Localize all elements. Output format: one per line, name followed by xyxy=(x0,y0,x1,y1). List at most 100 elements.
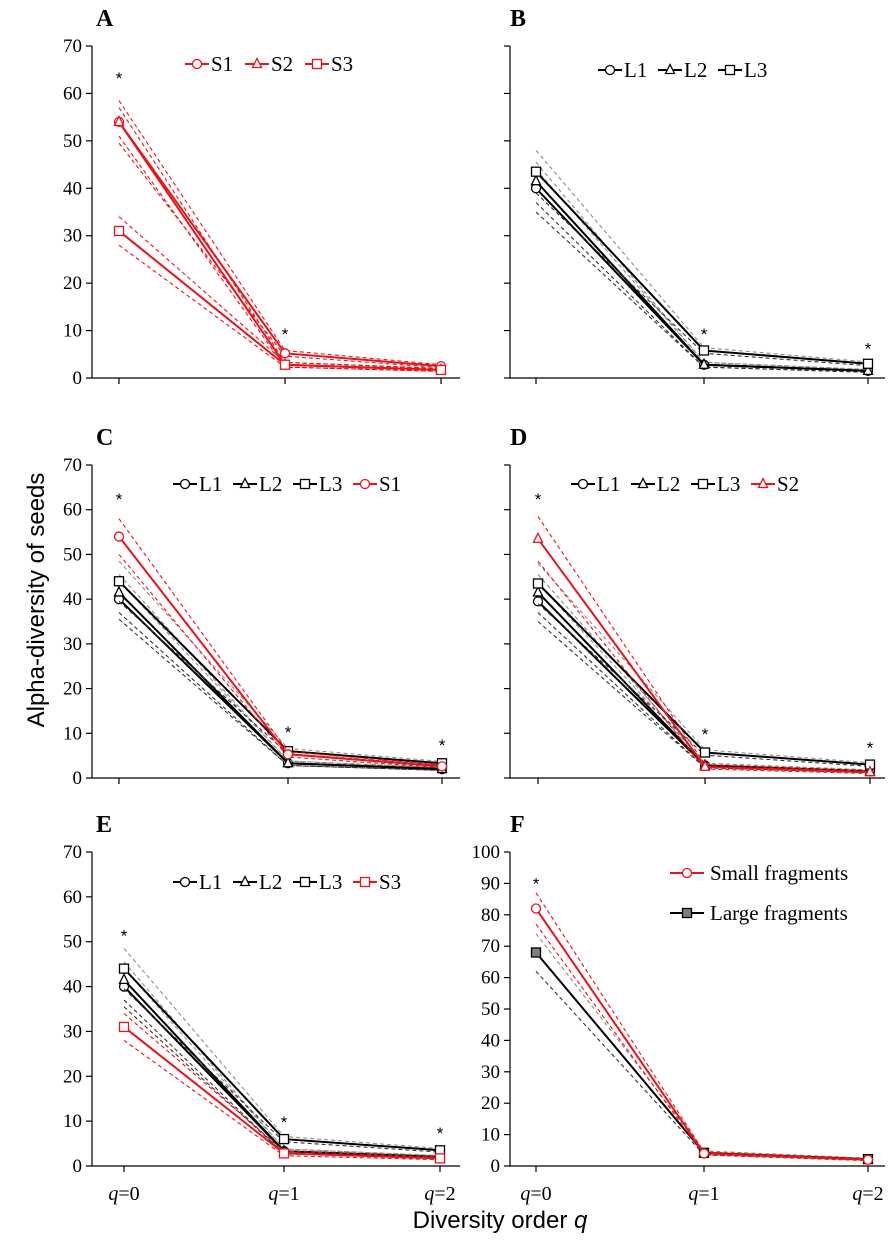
legend-label: L3 xyxy=(744,58,767,82)
series-c-l2-point xyxy=(282,756,294,768)
significance-star-c: * xyxy=(116,490,123,509)
legend-marker xyxy=(359,478,371,490)
series-d-s2-point xyxy=(532,531,544,543)
series-e-l3-point xyxy=(118,963,130,974)
panel-letter-b: B xyxy=(510,6,526,32)
y-tick-label-f: 50 xyxy=(481,999,500,1020)
series-f-small-fragments-point xyxy=(862,1154,874,1165)
significance-star-a: * xyxy=(116,69,123,88)
series-a-s2-point xyxy=(113,114,125,127)
series-c-l2-ci-upper xyxy=(118,574,443,769)
y-tick-label-c: 50 xyxy=(63,544,82,565)
x-tick-value: =1 xyxy=(278,1183,299,1205)
legend-item-f-1: Large fragments xyxy=(670,901,848,925)
significance-star-b: * xyxy=(701,325,708,344)
legend-item-a-2: S3 xyxy=(305,52,353,76)
y-tick-label-e: 10 xyxy=(63,1111,82,1132)
series-a-s2-line xyxy=(118,121,442,371)
series-b-l2-point xyxy=(698,357,710,369)
x-tick-label-f: q=1 xyxy=(688,1183,719,1205)
series-d-s2-point xyxy=(699,759,711,771)
y-tick-label-f: 90 xyxy=(481,873,500,894)
y-tick-label-f: 70 xyxy=(481,936,500,957)
legend-marker xyxy=(757,477,769,489)
series-f-large-fragments xyxy=(530,933,874,1165)
legend-marker xyxy=(179,478,191,490)
legend-item-e-1: L2 xyxy=(233,870,282,894)
series-b-l2-ci-lower xyxy=(535,202,869,373)
series-a-s1-point xyxy=(279,348,291,359)
series-a-s1 xyxy=(113,100,447,372)
legend-label: Large fragments xyxy=(710,901,848,925)
legend-label: S1 xyxy=(211,52,233,76)
legend-item-e-0: L1 xyxy=(173,870,222,894)
legend-item-d-1: L2 xyxy=(631,472,680,496)
panel-b: B * * L1 L2 L3 xyxy=(504,6,885,384)
series-d-l3 xyxy=(532,563,876,770)
significance-star-e: * xyxy=(281,1113,288,1132)
series-c-s1-ci-lower xyxy=(118,554,443,769)
series-c-s1-point xyxy=(282,749,294,760)
legend-marker xyxy=(239,875,251,887)
legend-marker xyxy=(577,478,589,490)
x-tick-var: q xyxy=(520,1183,530,1205)
panel-c: C 0 10 20 30 40 50 60 70 * * * L1 L2 L3 S1 xyxy=(63,425,460,789)
panel-letter-c: C xyxy=(96,425,113,451)
series-e-l3-point xyxy=(278,1133,290,1145)
x-tick-var: q xyxy=(852,1183,862,1205)
series-d-l1 xyxy=(532,583,876,777)
legend-item-b-0: L1 xyxy=(598,58,647,82)
series-f-large-fragments-line xyxy=(535,951,869,1161)
series-d-s2-point xyxy=(864,765,876,777)
series-f-small-fragments-point xyxy=(530,903,542,914)
series-d-l3-ci-upper xyxy=(537,563,871,764)
y-tick-label-a: 60 xyxy=(63,83,82,104)
y-tick-label-f: 100 xyxy=(472,842,501,863)
y-tick-label-e: 40 xyxy=(63,977,82,998)
y-tick-label-c: 40 xyxy=(63,589,82,610)
legend-marker xyxy=(604,64,616,76)
x-tick-var: q xyxy=(688,1183,698,1205)
series-d-l1-point xyxy=(532,596,544,607)
series-f-large-fragments-ci-upper xyxy=(535,933,869,1159)
x-tick-label-e: q=0 xyxy=(108,1183,139,1205)
y-tick-label-a: 70 xyxy=(63,36,82,57)
series-f-small-fragments-ci-lower xyxy=(535,923,869,1162)
legend-label: L3 xyxy=(319,472,342,496)
y-tick-label-c: 60 xyxy=(63,500,82,521)
series-b-l3-point xyxy=(862,358,874,369)
legend-marker xyxy=(251,57,263,69)
y-tick-label-c: 10 xyxy=(63,723,82,744)
legend-marker xyxy=(311,58,323,70)
series-d-l1-line xyxy=(537,600,871,773)
legend-label: L1 xyxy=(624,58,647,82)
legend-item-e-3: S3 xyxy=(353,870,401,894)
series-a-s1-line xyxy=(118,121,442,368)
series-d-l3-point xyxy=(532,578,544,589)
legend-label: S2 xyxy=(271,52,293,76)
y-tick-label-a: 40 xyxy=(63,178,82,199)
significance-star-d: * xyxy=(535,490,542,509)
series-e-l1 xyxy=(118,968,446,1163)
legend-marker xyxy=(664,63,676,75)
legend-label: L3 xyxy=(717,472,740,496)
legend-label: Small fragments xyxy=(710,861,848,885)
series-b-l2-point xyxy=(862,363,874,376)
y-tick-label-f: 60 xyxy=(481,968,500,989)
legend-label: S2 xyxy=(777,472,799,496)
x-axis-title-var: q xyxy=(574,1207,588,1234)
y-tick-label-f: 10 xyxy=(481,1125,500,1146)
legend-item-c-1: L2 xyxy=(233,472,282,496)
series-e-l3 xyxy=(118,948,446,1156)
series-d-l2-point xyxy=(532,585,544,597)
legend-item-a-1: S2 xyxy=(245,52,293,76)
panel-letter-f: F xyxy=(510,812,525,838)
series-b-l3-point xyxy=(530,166,542,177)
series-f-small-fragments-line xyxy=(535,907,869,1161)
series-c-s1-point xyxy=(436,761,448,772)
legend-item-c-3: S1 xyxy=(353,472,401,496)
y-tick-label-e: 70 xyxy=(63,842,82,863)
legend-marker xyxy=(681,907,693,919)
legend-label: L1 xyxy=(199,472,222,496)
